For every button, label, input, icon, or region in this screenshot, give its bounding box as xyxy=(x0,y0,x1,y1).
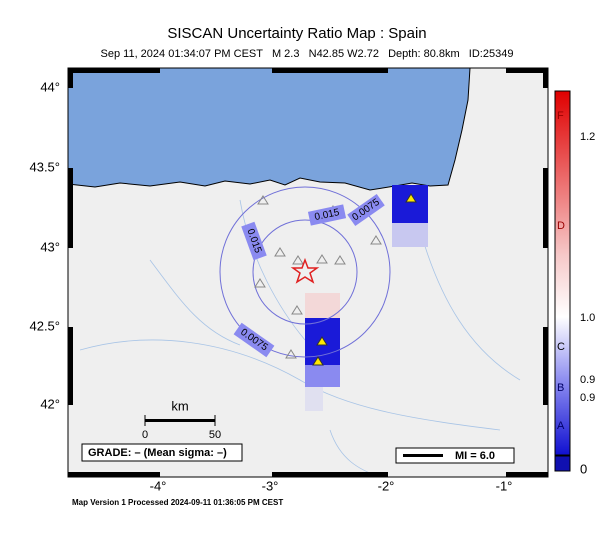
lat-label: 44° xyxy=(40,79,60,94)
title: SISCAN Uncertainty Ratio Map : Spain xyxy=(167,25,426,42)
mi-bar xyxy=(403,454,443,457)
lon-label: -2° xyxy=(378,478,395,493)
station xyxy=(316,336,328,346)
cell xyxy=(392,185,428,223)
lat-label: 43° xyxy=(40,239,60,254)
cell xyxy=(392,223,428,247)
cell xyxy=(305,387,323,411)
contour xyxy=(219,186,391,358)
colorbar-label: 1.0 xyxy=(580,312,595,324)
scale-end: 50 xyxy=(209,429,221,441)
grade: GRADE: – (Mean sigma: –) xyxy=(88,447,227,459)
lon-labels: -4° -3° -2° -1° xyxy=(150,478,513,493)
mi: MI = 6.0 xyxy=(455,450,495,462)
lat-labels: 44° 43.5° 43° 42.5° 42° xyxy=(29,79,60,411)
colorbar-label: 0.9 xyxy=(580,392,595,404)
station xyxy=(312,356,324,366)
colorbar-label: B xyxy=(557,382,564,394)
lon-label: -4° xyxy=(150,478,167,493)
colorbar-label: 0 xyxy=(580,461,587,476)
colorbar-label: 1.2 xyxy=(580,131,595,143)
frame xyxy=(67,67,549,478)
colorbar: F 1.2 D 1.0 C 0.9 B 0.9 A 0 xyxy=(554,90,595,476)
colorbar-label: 0.9 xyxy=(580,374,595,386)
lat-label: 42.5° xyxy=(29,318,60,333)
colorbar-label: D xyxy=(557,220,565,232)
scale-bar: km 0 50 xyxy=(142,398,221,440)
scale-unit: km xyxy=(171,398,188,413)
rivers xyxy=(79,199,521,477)
lon-label: -3° xyxy=(262,478,279,493)
colorbar-label: C xyxy=(557,341,565,353)
grade-box xyxy=(81,443,243,462)
contour-label: 0.015 xyxy=(314,207,341,223)
contour xyxy=(252,219,358,325)
lat-label: 42° xyxy=(40,396,60,411)
sea xyxy=(68,68,471,191)
footer: Map Version 1 Processed 2024-09-11 01:36… xyxy=(72,498,283,507)
mi-box xyxy=(395,447,515,464)
scale-start: 0 xyxy=(142,429,148,441)
lat-label: 43.5° xyxy=(29,159,60,174)
colorbar-zero xyxy=(554,455,571,472)
epicenter xyxy=(290,257,320,284)
colorbar-scale xyxy=(554,90,571,456)
colorbar-label: F xyxy=(557,110,564,122)
station xyxy=(405,193,417,203)
colorbar-label: A xyxy=(557,420,565,432)
cell xyxy=(305,293,340,318)
lon-label: -1° xyxy=(496,478,513,493)
map-area: 0.015 0.015 0.0075 0.0075 km 0 50 GRADE:… xyxy=(68,68,548,477)
cell xyxy=(305,365,340,387)
subtitle: Sep 11, 2024 01:34:07 PM CEST M 2.3 N42.… xyxy=(101,48,514,60)
